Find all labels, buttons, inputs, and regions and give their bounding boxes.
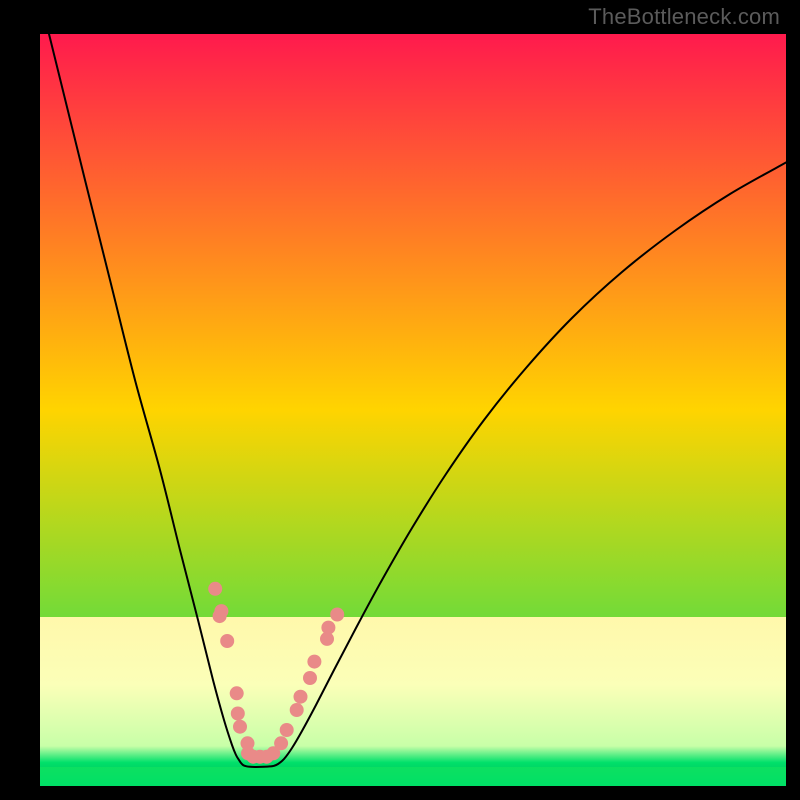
data-marker	[330, 608, 344, 622]
data-marker	[230, 686, 244, 700]
data-marker	[208, 582, 222, 596]
data-marker	[213, 609, 227, 623]
data-marker	[290, 703, 304, 717]
data-marker	[321, 621, 335, 635]
watermark-text: TheBottleneck.com	[588, 4, 780, 30]
data-marker	[233, 720, 247, 734]
bottleneck-curve	[49, 34, 786, 767]
data-marker	[274, 736, 288, 750]
data-marker	[231, 707, 245, 721]
data-marker	[294, 690, 308, 704]
chart-frame: TheBottleneck.com	[0, 0, 800, 800]
data-marker	[280, 723, 294, 737]
data-marker	[307, 655, 321, 669]
data-marker	[220, 634, 234, 648]
data-marker	[303, 671, 317, 685]
plot-area	[40, 34, 786, 786]
chart-svg	[40, 34, 786, 786]
